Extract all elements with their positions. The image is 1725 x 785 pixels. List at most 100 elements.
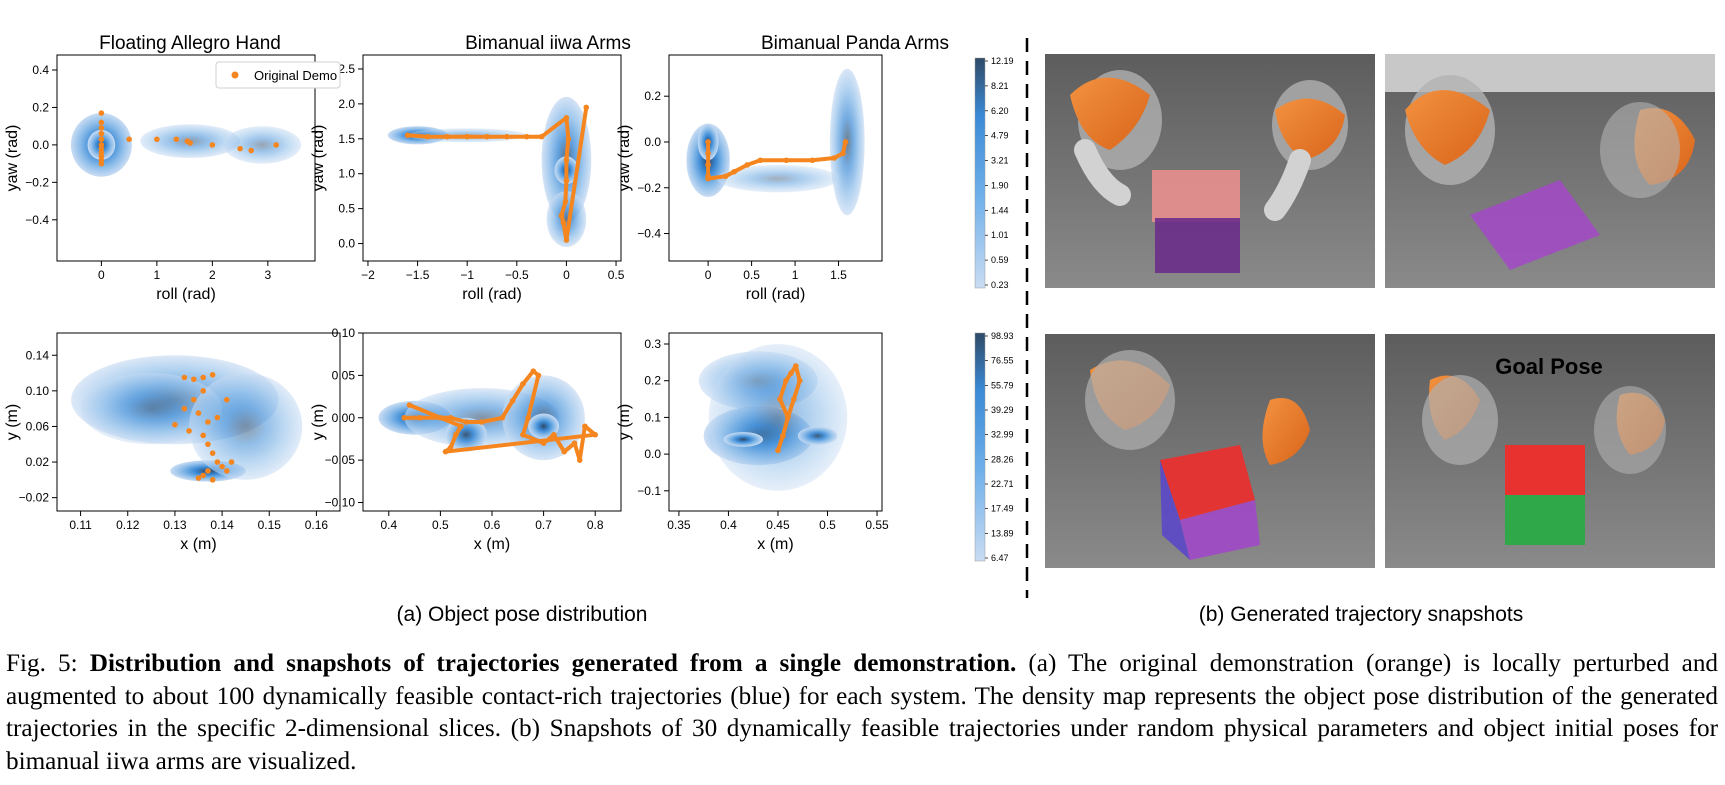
density-region [797,426,838,445]
plot-panda-roll-yaw: 0 0.5 1 1.5 −0.4 −0.2 0.0 0.2 roll (rad) yaw (rad… [616,54,883,303]
colorbar-gradient [974,57,986,289]
demo-point [453,431,459,438]
demo-point [777,396,783,402]
colorbar-tick-label: 13.89 [991,528,1014,538]
demo-point [562,198,569,205]
demo-point [98,136,105,143]
colorbar-tick-label: 6.20 [991,106,1009,116]
demo-point [173,136,180,143]
demo-point [237,145,243,152]
colorbar-tick-label: 8.21 [991,81,1009,91]
demo-point [509,398,516,404]
x-tick-label: 0.15 [258,518,282,532]
x-tick-label: 0.55 [865,518,889,532]
demo-point [796,377,803,384]
demo-point [190,396,197,403]
demo-point [538,133,545,140]
density-region [716,164,839,193]
demo-point [504,133,510,140]
y-tick-label: 0.02 [26,455,50,469]
density-region [708,344,848,491]
demo-point [126,136,132,143]
y-tick-label: 0.4 [32,63,49,77]
demo-point [205,468,211,474]
plot-iiwa-roll-yaw: −2 −1.5 −1 −0.5 0 0.5 0.0 0.5 1.0 1.5 2.0 2.5 roll (… [310,54,625,303]
demo-point [809,157,816,164]
colorbar-gradient [974,332,986,562]
colorbar-tick-label: 1.44 [991,205,1009,215]
colorbar-tick-label: 55.79 [991,380,1014,390]
demo-point [705,150,711,157]
colorbar-tick-label: 98.93 [991,331,1014,341]
y-tick-label: 0.14 [26,348,50,362]
x-tick-label: 1 [792,268,799,282]
demo-point [200,472,207,479]
demo-point [172,421,178,428]
demo-point [195,410,202,416]
x-axis-label: roll (rad) [462,286,522,303]
demo-point [791,396,797,402]
y-tick-label: 0.0 [644,447,661,461]
x-tick-label: 0.4 [720,518,737,532]
x-tick-label: −2 [361,268,375,282]
plot-frame [668,54,883,262]
x-tick-label: 0.5 [608,268,625,282]
caption-bold-title: Distribution and snapshots of trajectori… [89,650,1017,677]
demo-point [447,414,454,421]
y-tick-label: 0.0 [32,138,49,152]
demo-point [484,133,490,140]
x-tick-label: 0.5 [432,518,449,532]
colorbar-tick-label: 76.55 [991,356,1014,366]
y-axis-label: y (m) [310,404,327,440]
y-tick-label: −0.10 [325,496,356,510]
demo-point [224,468,230,474]
x-tick-label: 0.5 [743,268,760,282]
y-tick-label: −0.05 [325,453,356,467]
demo-point [187,140,193,146]
demo-point [200,388,207,394]
y-tick-label: −0.4 [637,227,661,241]
demo-point [248,147,254,154]
demo-point [219,463,225,470]
y-tick-label: 0.00 [332,411,356,425]
snapshot-1 [1045,54,1375,288]
y-tick-label: 0.06 [26,419,50,433]
demo-point [788,370,794,377]
demo-point [478,419,485,425]
snapshot-4: Goal Pose [1385,334,1715,568]
plot-allegro-roll-yaw: 0 1 2 3 −0.4 −0.2 0.0 0.2 0.4 roll (rad) yaw (rad) [4,54,316,303]
density-region [80,373,223,445]
x-tick-label: −0.5 [505,268,529,282]
y-tick-label: 0.2 [32,100,49,114]
y-axis-label: yaw (rad) [616,125,633,192]
demo-point [722,173,729,180]
x-tick-label: 0.13 [163,518,187,532]
colorbar-tick-label: 39.29 [991,405,1014,415]
colorbar-top: 12.19 8.21 6.20 4.79 3.21 1.90 1.44 1.01 0.59 0.2… [974,56,1014,290]
demo-point [499,414,506,421]
demo-point [540,440,547,446]
demo-point [200,432,207,439]
y-tick-label: 0.10 [332,326,356,340]
colorbar-tick-label: 22.71 [991,479,1014,489]
y-tick-label: 0.1 [644,410,661,424]
y-tick-label: 2.5 [338,62,355,76]
y-tick-label: 0.0 [338,237,355,251]
y-tick-label: 0.2 [644,374,661,388]
demo-point [520,381,526,387]
demo-point [98,130,105,137]
plot-panda-xy: 0.35 0.4 0.45 0.5 0.55 −0.1 0.0 0.1 0.2 0.3 x (m) y… [616,332,889,553]
demo-point [705,162,711,168]
demo-point [705,175,711,182]
demo-point [98,125,105,131]
density-region [528,413,560,439]
demo-point [551,431,557,438]
density-region [546,191,587,248]
demo-point [560,219,567,226]
demo-point [401,414,408,421]
demo-point [205,441,211,448]
demo-point [464,133,470,140]
colorbar-tick-label: 0.23 [991,280,1009,290]
y-axis-label: y (m) [4,404,21,440]
